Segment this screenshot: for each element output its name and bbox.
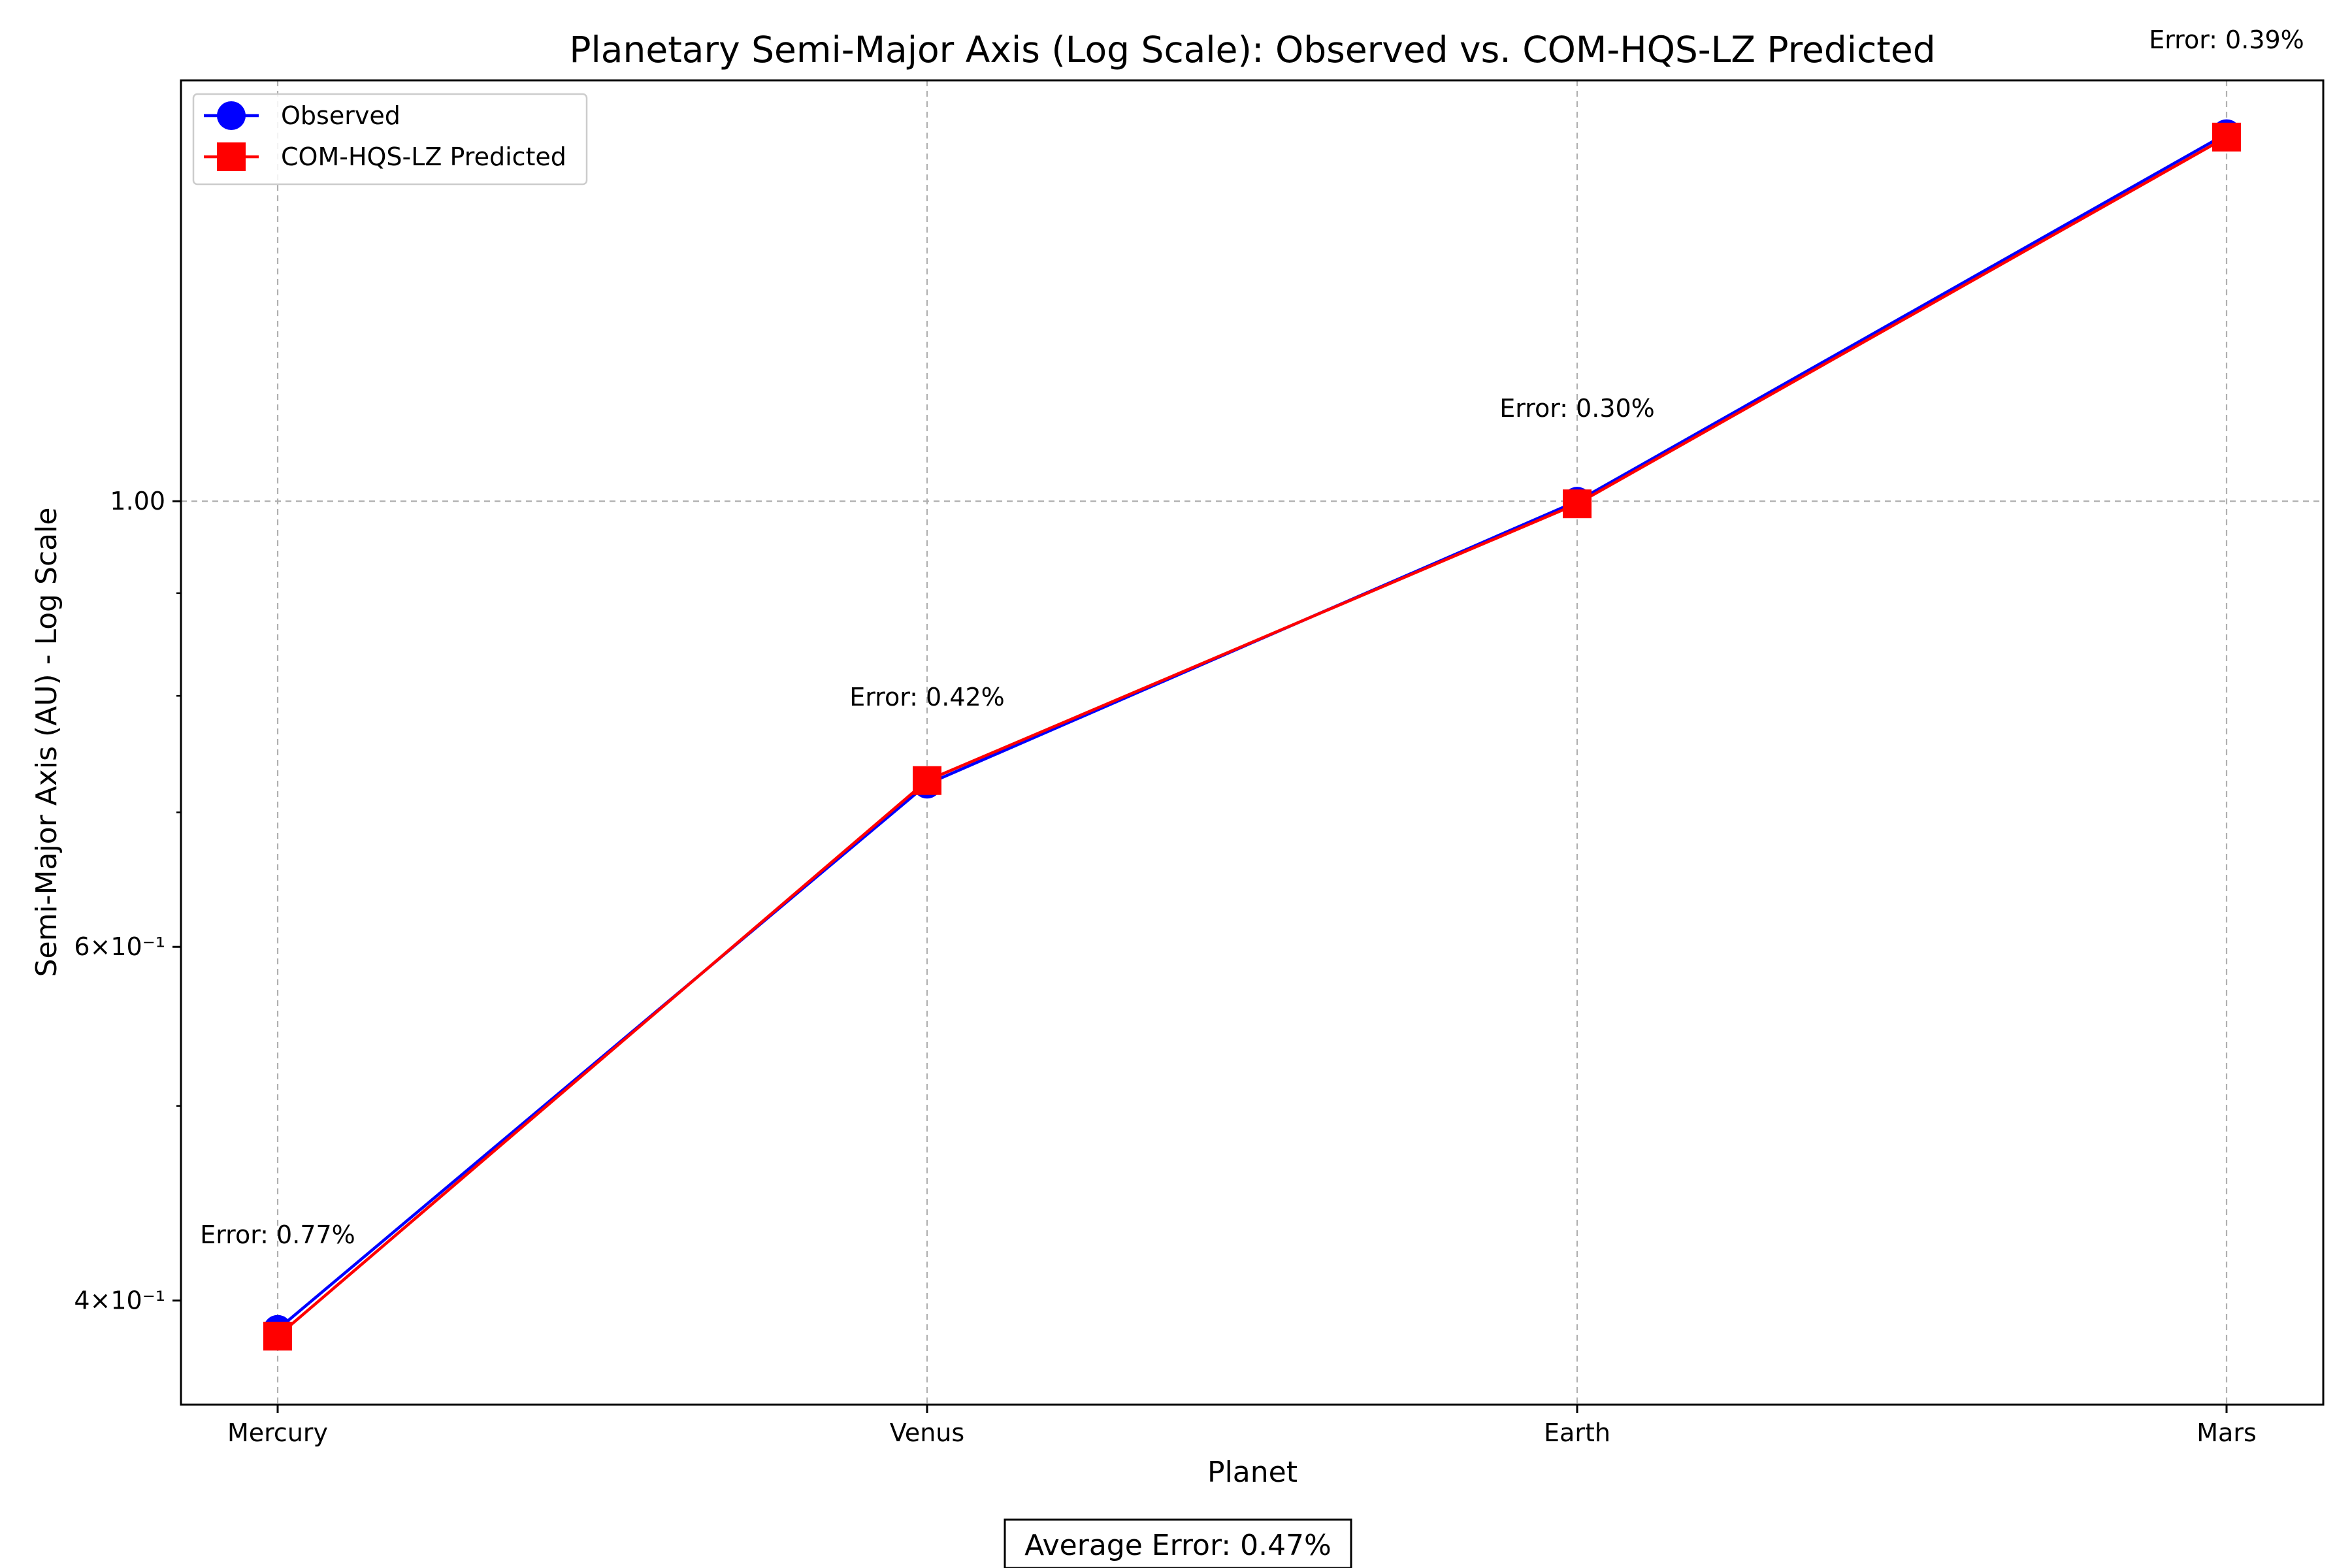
- legend-observed-label: Observed: [281, 101, 400, 130]
- plot-frame: [180, 79, 2325, 1406]
- x-tick-label-mercury: Mercury: [227, 1418, 328, 1447]
- y-axis-label: Semi-Major Axis (AU) - Log Scale: [30, 508, 63, 977]
- y-tick-label-6-10: 6×10⁻¹: [74, 932, 165, 961]
- x-tick-label-mars: Mars: [2197, 1418, 2257, 1447]
- annotations: Error: 0.77% Error: 0.42% Error: 0.30% Erro…: [200, 25, 2304, 1249]
- y-tick-label-4-10: 4×10⁻¹: [74, 1286, 165, 1315]
- error-annotation-earth: Error: 0.30%: [1499, 394, 1655, 423]
- error-annotation-venus: Error: 0.42%: [849, 683, 1005, 711]
- y-tick-label-1-00: 1.00: [110, 487, 165, 515]
- legend: Observed COM-HQS-LZ Predicted: [192, 93, 588, 186]
- grid: [181, 80, 2323, 1405]
- x-tick-label-venus: Venus: [890, 1418, 964, 1447]
- average-error-frame: [1004, 1518, 1352, 1568]
- series-line-com-hqs-lz-predicted: [276, 135, 2228, 1337]
- axes: Mercury Venus Earth Mars 4×10⁻¹ 6×10⁻¹ 1.00: [74, 487, 2256, 1447]
- average-error-box: Average Error: 0.47%: [1004, 1518, 1352, 1568]
- x-axis-label: Planet: [1207, 1456, 1298, 1489]
- point-com-hqs-lz-predicted-mars: [2212, 122, 2241, 152]
- legend-predicted-label: COM-HQS-LZ Predicted: [281, 142, 566, 171]
- error-annotation-mars: Error: 0.39%: [2149, 25, 2304, 54]
- chart-title: Planetary Semi-Major Axis (Log Scale): O…: [569, 29, 1935, 71]
- legend-box: [192, 93, 588, 186]
- error-annotation-mercury: Error: 0.77%: [200, 1220, 355, 1249]
- point-com-hqs-lz-predicted-venus: [913, 766, 941, 795]
- series-layer: [263, 119, 2241, 1351]
- x-tick-label-earth: Earth: [1544, 1418, 1610, 1447]
- point-com-hqs-lz-predicted-earth: [1563, 489, 1592, 519]
- legend-predicted-marker: [217, 142, 246, 171]
- point-com-hqs-lz-predicted-mercury: [263, 1322, 292, 1351]
- average-error-text: Average Error: 0.47%: [1024, 1529, 1331, 1562]
- legend-observed-marker: [217, 101, 246, 130]
